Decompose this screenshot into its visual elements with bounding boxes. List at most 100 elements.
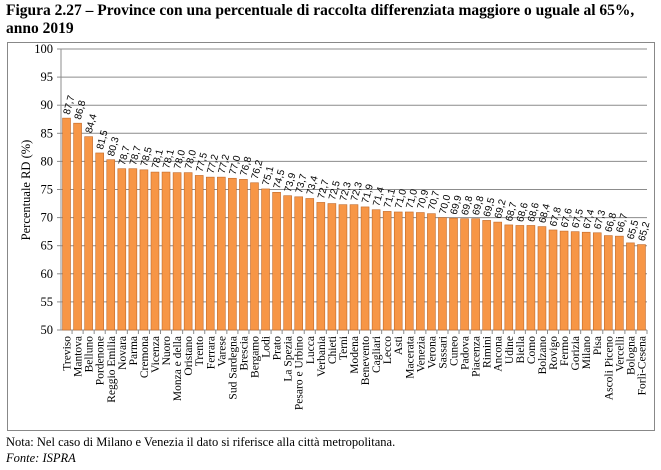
value-label: 67,4 — [581, 208, 597, 230]
bar — [427, 213, 436, 331]
bar — [493, 221, 503, 331]
value-label: 78,0 — [183, 148, 199, 170]
bar — [349, 204, 359, 331]
category-label: Pordenone — [95, 336, 107, 385]
bar — [526, 225, 536, 331]
category-label: Lecco — [382, 336, 394, 364]
category-label: Verbania — [316, 336, 328, 377]
value-label: 80,3 — [106, 135, 122, 157]
value-label: 68,4 — [537, 202, 553, 224]
footnote: Nota: Nel caso di Milano e Venezia il da… — [6, 435, 396, 449]
value-label: 72,3 — [349, 180, 365, 202]
y-tick-label: 60 — [41, 267, 54, 281]
bar — [371, 209, 381, 331]
category-label: Ascoli Piceno — [603, 336, 615, 400]
bar — [205, 176, 215, 331]
category-label: Ancona — [493, 336, 505, 372]
bar — [548, 229, 558, 331]
value-label: 78,5 — [139, 146, 155, 168]
value-label: 66,7 — [615, 212, 631, 234]
category-label: Benevento — [360, 336, 372, 385]
value-label: 74,5 — [272, 168, 288, 190]
category-label: Bolzano — [537, 336, 549, 375]
bar — [449, 217, 458, 331]
y-tick-label: 75 — [41, 183, 54, 197]
category-label: Chieti — [327, 336, 339, 364]
category-label: Trento — [194, 336, 206, 366]
value-label: 69,2 — [493, 198, 509, 220]
value-label: 77,0 — [228, 154, 244, 176]
category-label: Asti — [393, 336, 405, 355]
value-label: 78,1 — [161, 148, 177, 170]
bar — [316, 202, 326, 331]
bar — [360, 206, 370, 331]
category-label: Como — [526, 336, 538, 364]
bar — [73, 122, 82, 331]
category-label: Fermo — [559, 336, 571, 366]
value-label: 76,8 — [239, 155, 255, 177]
category-label: Prato — [272, 336, 284, 361]
category-label: Vicenza — [150, 336, 162, 373]
value-label: 69,9 — [449, 194, 465, 216]
value-label: 71,1 — [382, 187, 398, 209]
bar — [438, 217, 447, 331]
value-label: 72,7 — [316, 178, 332, 200]
bar — [305, 198, 315, 331]
category-label: Vercelli — [614, 336, 626, 372]
category-label: Reggio Emilia — [106, 336, 118, 403]
value-label: 72,5 — [327, 179, 343, 201]
category-label: Rovigo — [548, 336, 560, 370]
value-label: 78,7 — [117, 144, 133, 166]
category-label: Verona — [426, 336, 438, 369]
category-label: Venezia — [415, 336, 427, 372]
category-label: La Spezia — [283, 336, 295, 382]
y-tick-label: 50 — [41, 323, 54, 337]
category-label: Pesaro e Urbino — [294, 336, 306, 410]
bar — [139, 169, 149, 331]
source-note: Fonte: ISPRA — [6, 451, 76, 465]
category-label: Cuneo — [449, 336, 461, 366]
value-label: 69,5 — [482, 196, 498, 218]
value-label: 87,7 — [62, 94, 78, 116]
value-labels: 87,786,884,481,580,378,778,778,578,178,1… — [62, 94, 653, 243]
y-tick-label: 70 — [41, 211, 54, 225]
category-label: Modena — [349, 336, 361, 374]
value-label: 84,4 — [84, 112, 100, 134]
category-label: Monza e della — [172, 336, 184, 401]
y-tick-label: 55 — [41, 295, 54, 309]
value-label: 71,0 — [405, 188, 421, 210]
value-label: 69,8 — [471, 194, 487, 216]
category-labels: Treviso Mantova Belluno Pordenone Reggio Emi… — [62, 330, 648, 410]
value-label: 76,2 — [250, 158, 266, 180]
bars — [62, 117, 646, 331]
bar — [106, 159, 116, 331]
category-label: Varese — [216, 336, 228, 367]
category-label: Cremona — [139, 336, 151, 378]
category-label: Bologna — [625, 336, 637, 375]
bar — [537, 226, 547, 331]
chart-frame — [7, 42, 655, 431]
category-label: Novara — [117, 336, 129, 370]
value-label: 67,6 — [559, 207, 575, 229]
bar — [117, 168, 127, 331]
value-label: 67,5 — [570, 207, 586, 229]
bar — [95, 152, 104, 331]
value-label: 72,3 — [338, 180, 354, 202]
value-label: 67,3 — [593, 208, 609, 230]
value-label: 78,7 — [128, 144, 144, 166]
bar — [515, 225, 525, 331]
y-axis-title: Percentuale RD (%) — [19, 140, 33, 241]
value-label: 65,5 — [626, 219, 642, 241]
y-tick-label: 85 — [41, 126, 54, 140]
bar — [250, 182, 259, 331]
value-label: 75,1 — [261, 165, 277, 187]
value-label: 77,2 — [217, 153, 233, 175]
bar — [228, 177, 237, 331]
category-label: Udine — [504, 336, 516, 364]
category-label: Belluno — [84, 336, 96, 373]
value-label: 86,8 — [73, 99, 89, 121]
category-label: Cagliari — [371, 336, 383, 373]
category-label: Oristano — [183, 336, 195, 376]
value-label: 70,7 — [427, 189, 443, 211]
value-label: 70,0 — [438, 193, 454, 215]
